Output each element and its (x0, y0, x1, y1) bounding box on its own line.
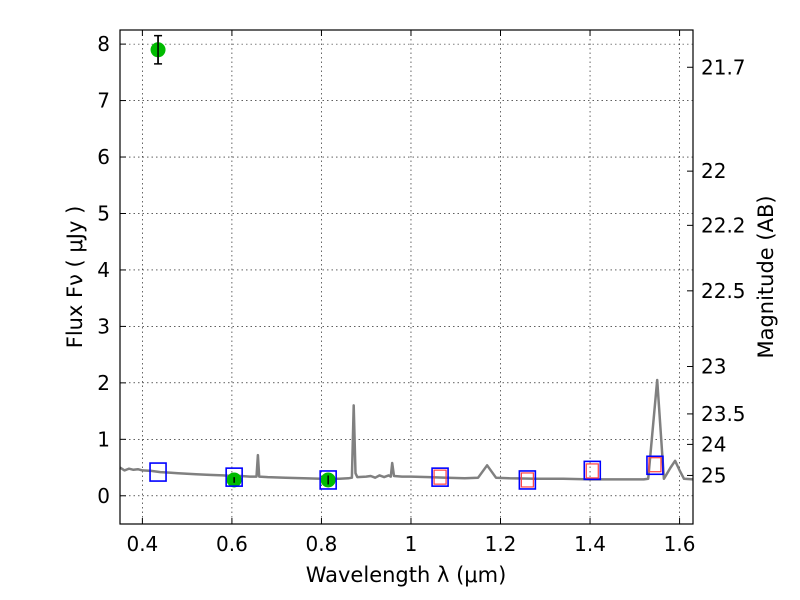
y-tick-label: 7 (97, 89, 110, 113)
mag-tick-label: 22.5 (701, 279, 746, 303)
y-tick-label: 2 (97, 371, 110, 395)
mag-tick-label: 22 (701, 159, 726, 183)
blue-square-marker (518, 470, 537, 490)
mag-tick-label: 24 (701, 432, 726, 456)
x-tick-label: 1.4 (574, 532, 606, 556)
y-tick-label: 1 (97, 427, 110, 451)
axis-ticks: 0.4 0.6 0.8 1 1.2 1.4 1.601234567821.72222.222… (97, 30, 746, 556)
x-tick-label: 0.6 (216, 532, 248, 556)
red-square-marker (433, 469, 447, 485)
mag-tick-label: 25 (701, 463, 726, 487)
mag-tick-label: 23 (701, 354, 726, 378)
data-points (149, 34, 664, 490)
y-tick-label: 8 (97, 32, 110, 56)
y-tick-label: 0 (97, 484, 110, 508)
red-square-marker (520, 472, 534, 488)
blue-square-marker (646, 455, 664, 476)
plot-frame (119, 29, 694, 525)
blue-square-marker (319, 470, 337, 490)
blue-square-marker (225, 467, 243, 487)
y-tick-label: 4 (97, 258, 110, 282)
y-tick-label: 5 (97, 201, 110, 225)
mag-tick-label: 23.5 (701, 402, 746, 426)
x-tick-label: 1.2 (485, 532, 517, 556)
red-square-marker (585, 463, 599, 479)
blue-square-marker (583, 460, 602, 481)
y2-axis-label: Magnitude (AB) (754, 195, 778, 358)
mag-tick-label: 22.2 (701, 213, 746, 237)
red-square-marker (648, 457, 662, 473)
x-axis-label: Wavelength λ (μm) (306, 563, 507, 587)
blue-square-marker (149, 462, 167, 482)
grid (120, 30, 693, 524)
x-tick-label: 0.4 (126, 532, 158, 556)
y-axis-label: Flux Fν ( μJy ) (63, 206, 87, 349)
y-tick-label: 3 (97, 314, 110, 338)
blue-square-marker (431, 467, 449, 487)
x-tick-label: 1 (405, 532, 418, 556)
y-tick-label: 6 (97, 145, 110, 169)
mag-tick-label: 21.7 (701, 55, 746, 79)
x-tick-label: 0.8 (306, 532, 338, 556)
x-tick-label: 1.6 (664, 532, 696, 556)
